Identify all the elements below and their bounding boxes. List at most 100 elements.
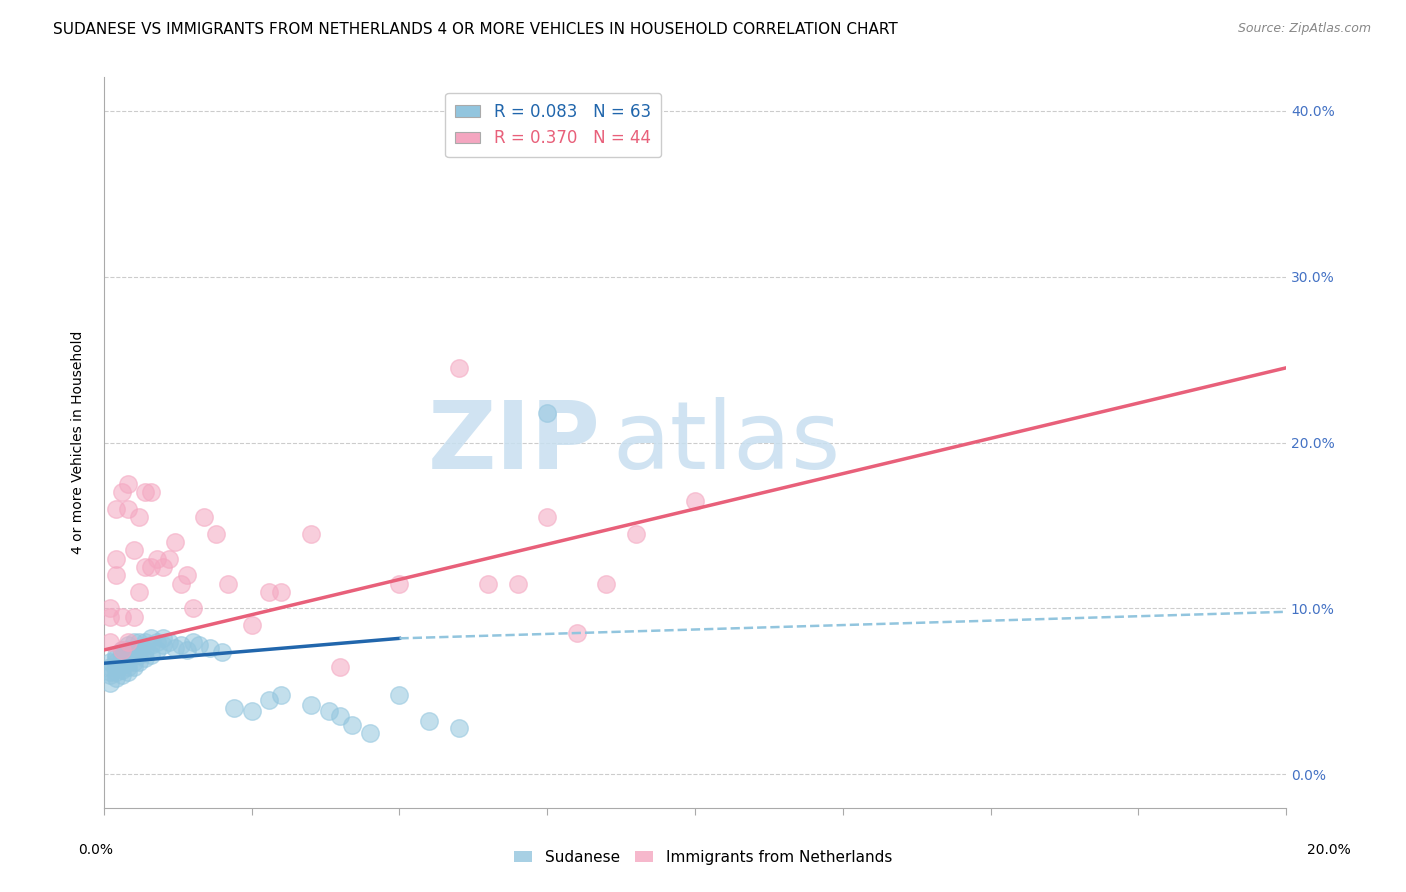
Point (388, 688, 411, 702)
Point (134, 634, 156, 648)
Point (104, 648, 127, 662)
Point (104, 671, 127, 685)
Point (152, 560, 174, 574)
Point (98, 668, 121, 682)
Point (122, 609, 145, 624)
Point (117, 502, 139, 516)
Point (104, 551, 127, 566)
Point (388, 576, 411, 591)
Point (98, 655, 121, 669)
Point (240, 618, 263, 632)
Point (117, 477, 139, 491)
Point (98, 601, 121, 615)
Point (117, 655, 139, 669)
Text: atlas: atlas (612, 397, 841, 489)
Legend: R = 0.083   N = 63, R = 0.370   N = 44: R = 0.083 N = 63, R = 0.370 N = 44 (446, 93, 661, 157)
Point (205, 526, 228, 541)
Point (104, 659, 127, 673)
Point (299, 526, 322, 541)
Point (117, 643, 139, 657)
Point (104, 655, 127, 669)
Point (128, 655, 150, 669)
Point (104, 665, 127, 679)
Point (128, 643, 150, 657)
Point (181, 634, 204, 648)
Point (536, 510, 558, 524)
Point (134, 643, 156, 657)
Point (111, 657, 134, 672)
Point (146, 551, 169, 566)
Text: ZIP: ZIP (427, 397, 600, 489)
Point (117, 634, 139, 648)
Point (122, 659, 145, 673)
Point (128, 634, 150, 648)
Point (318, 704, 340, 718)
Point (193, 510, 215, 524)
Point (122, 643, 145, 657)
Point (259, 692, 281, 706)
Point (111, 663, 134, 677)
Point (128, 648, 150, 662)
Point (141, 560, 163, 574)
Point (146, 643, 169, 657)
Point (117, 665, 139, 679)
Point (128, 585, 150, 599)
Point (418, 714, 440, 729)
Point (98, 609, 121, 624)
Point (122, 655, 145, 669)
Point (270, 585, 292, 599)
Point (104, 651, 127, 665)
Point (117, 648, 139, 662)
Point (111, 646, 134, 660)
Point (187, 638, 209, 652)
Point (141, 638, 163, 652)
Point (141, 648, 163, 662)
Point (111, 485, 134, 500)
Point (170, 576, 193, 591)
Point (163, 641, 186, 656)
Point (122, 634, 145, 648)
Point (565, 626, 588, 640)
Point (111, 643, 134, 657)
Point (240, 704, 263, 718)
Point (200, 641, 222, 656)
Point (141, 632, 163, 646)
Point (111, 668, 134, 682)
Point (270, 688, 292, 702)
Point (624, 526, 647, 541)
Point (152, 632, 174, 646)
Point (128, 510, 150, 524)
Point (595, 576, 617, 591)
Point (299, 698, 322, 712)
Point (181, 601, 204, 615)
Point (122, 543, 145, 558)
Point (134, 485, 156, 500)
Point (506, 576, 529, 591)
Point (104, 502, 127, 516)
Point (98, 634, 121, 648)
Point (342, 717, 364, 731)
Point (98, 659, 121, 673)
Point (259, 585, 281, 599)
Point (122, 648, 145, 662)
Point (111, 609, 134, 624)
Point (217, 576, 239, 591)
Point (536, 406, 558, 420)
Point (117, 659, 139, 673)
Legend: Sudanese, Immigrants from Netherlands: Sudanese, Immigrants from Netherlands (508, 844, 898, 871)
Point (152, 638, 174, 652)
Point (98, 665, 121, 679)
Y-axis label: 4 or more Vehicles in Household: 4 or more Vehicles in Household (72, 331, 86, 554)
Text: 0.0%: 0.0% (79, 843, 112, 857)
Point (157, 551, 180, 566)
Point (111, 651, 134, 665)
Point (477, 576, 499, 591)
Point (211, 645, 233, 659)
Point (176, 643, 198, 657)
Point (117, 638, 139, 652)
Point (104, 568, 127, 582)
Point (134, 651, 156, 665)
Point (447, 360, 470, 375)
Text: 20.0%: 20.0% (1306, 843, 1351, 857)
Text: SUDANESE VS IMMIGRANTS FROM NETHERLANDS 4 OR MORE VEHICLES IN HOUSEHOLD CORRELAT: SUDANESE VS IMMIGRANTS FROM NETHERLANDS … (53, 22, 898, 37)
